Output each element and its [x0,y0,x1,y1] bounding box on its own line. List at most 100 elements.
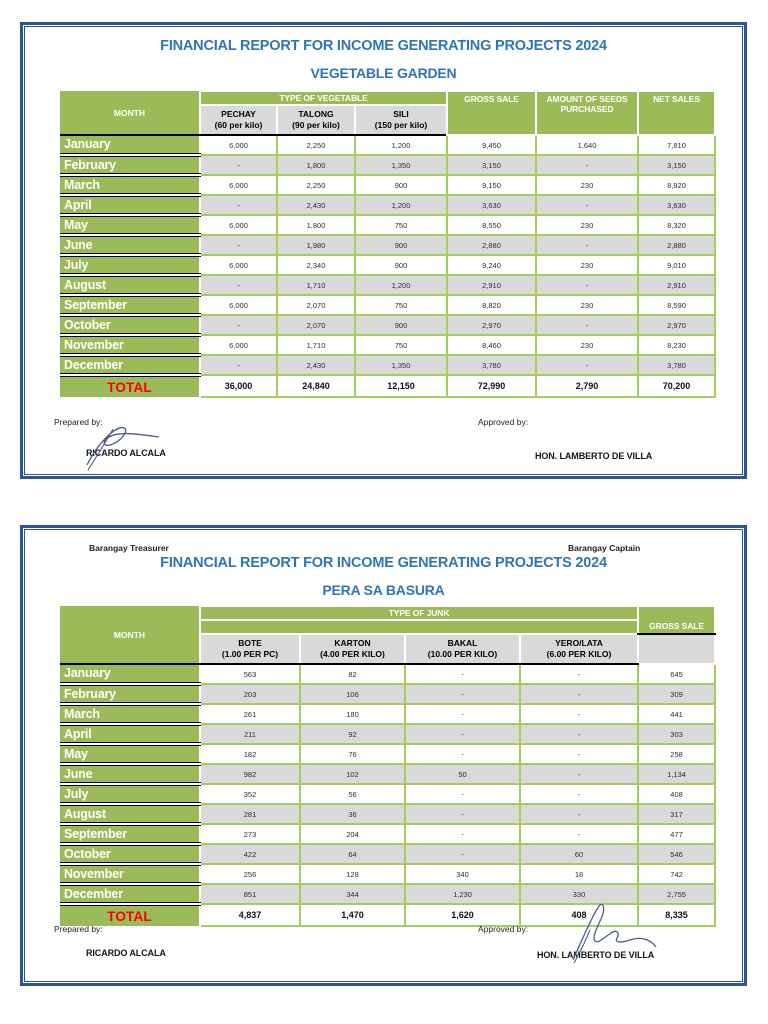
month-label: December [60,355,201,377]
month-label: May [60,744,201,766]
vegetable-rate: (150 per kilo) [374,120,428,130]
table-row: November 6,000 1,710 750 8,460 230 8,230 [60,334,716,357]
data-cell: - [199,354,278,376]
approved-by-label: Approved by: [478,417,529,427]
data-cell: 18 [518,863,640,885]
junk-name: BOTE [238,638,262,649]
data-cell: 750 [354,214,448,236]
data-cell: - [518,723,640,745]
prepared-by-name: RICARDO ALCALA [86,448,166,458]
data-cell: 309 [637,683,717,705]
vegetable-table: MONTH TYPE OF VEGETABLE GROSS SALE AMOUN… [60,90,716,398]
data-cell: 8,920 [637,174,716,196]
data-cell: 2,880 [446,234,537,256]
data-cell: 230 [535,214,639,236]
data-cell: 60 [518,843,640,865]
data-cell: 1,640 [535,134,639,156]
data-cell: - [404,663,521,685]
data-cell: 56 [299,783,406,805]
junk-table: MONTH TYPE OF JUNK GROSS SALE BOTE (1.00… [60,605,717,927]
data-cell: - [518,763,640,785]
data-cell: - [518,663,640,685]
data-cell: - [404,703,521,725]
data-cell: 281 [199,803,301,825]
data-cell: 750 [354,294,448,316]
month-label: October [60,844,201,866]
data-cell: - [535,154,639,176]
table-row: June -1,980 900 2,880-2,880 [60,234,716,257]
data-cell: - [404,783,521,805]
data-cell: 2,430 [276,194,356,216]
data-cell: 9,150 [446,174,537,196]
data-cell: 6,000 [199,294,278,316]
vegetable-rate: (90 per kilo) [292,120,340,130]
bote-header: BOTE (1.00 PER PC) [199,633,301,665]
pechay-header: PECHAY (60 per kilo) [199,104,278,136]
total-row: TOTAL 36,000 24,840 12,150 72,990 2,790 … [60,374,716,398]
data-cell: 8,320 [637,214,716,236]
bakal-header: BAKAL (10.00 PER KILO) [404,633,521,665]
data-cell: 76 [299,743,406,765]
month-column-header: MONTH [60,606,201,665]
junk-rate: (4.00 PER KILO) [320,649,385,659]
data-cell: - [404,803,521,825]
total-row: TOTAL 4,837 1,470 1,620 408 8,335 [60,903,717,927]
data-cell: 422 [199,843,301,865]
data-cell: 6,000 [199,214,278,236]
table-row: November 256 128 340 18 742 [60,863,717,886]
table-row: February -1,800 1,350 3,150-3,150 [60,154,716,177]
data-cell: 256 [199,863,301,885]
total-cell: 24,840 [276,374,356,398]
month-label: November [60,335,201,357]
data-cell: 408 [637,783,717,805]
data-cell: 2,970 [446,314,537,336]
data-cell: 2,910 [637,274,716,296]
month-label: June [60,764,201,786]
page-title: FINANCIAL REPORT FOR INCOME GENERATING P… [160,555,607,571]
data-cell: 8,230 [637,334,716,356]
junk-name: YERO/LATA [555,638,603,649]
data-cell: 900 [354,174,448,196]
total-cell: 36,000 [199,374,278,398]
month-label: February [60,684,201,706]
data-cell: 36 [299,803,406,825]
total-cell: 408 [518,903,640,927]
sili-header: SILI (150 per kilo) [354,104,448,136]
data-cell: 6,000 [199,134,278,156]
data-cell: 441 [637,703,717,725]
data-cell: - [404,823,521,845]
month-label: August [60,804,201,826]
data-cell: 900 [354,314,448,336]
approved-by-name: HON. LAMBERTO DE VILLA [535,451,653,461]
data-cell: 742 [637,863,717,885]
month-column-header: MONTH [60,91,201,136]
table-row: January 6,000 2,250 1,200 9,450 1,640 7,810 [60,134,716,157]
data-cell: 3,630 [446,194,537,216]
data-cell: 1,710 [276,274,356,296]
month-label: January [60,664,201,686]
data-cell: 2,880 [637,234,716,256]
data-cell: 645 [637,663,717,685]
data-cell: 9,010 [637,254,716,276]
page-subtitle: VEGETABLE GARDEN [310,65,457,81]
data-cell: 128 [299,863,406,885]
data-cell: 6,000 [199,334,278,356]
table-row: August -1,710 1,200 2,910-2,910 [60,274,716,297]
data-cell: - [199,154,278,176]
data-cell: 230 [535,254,639,276]
month-label: February [60,155,201,177]
page-subtitle: PERA SA BASURA [322,582,445,598]
data-cell: - [535,274,639,296]
table-row: March 261 180- -441 [60,703,717,726]
table-row: September 6,000 2,070 750 8,820 230 8,590 [60,294,716,317]
table-row: February 203 106- -309 [60,683,717,706]
junk-group-header: TYPE OF JUNK [198,605,640,621]
month-label: January [60,135,201,157]
data-cell: 7,810 [637,134,716,156]
net-sales-header: NET SALES [637,90,716,136]
data-cell: 182 [199,743,301,765]
data-cell: 8,590 [637,294,716,316]
data-cell: - [535,194,639,216]
month-label: July [60,255,201,277]
data-cell: 3,150 [446,154,537,176]
